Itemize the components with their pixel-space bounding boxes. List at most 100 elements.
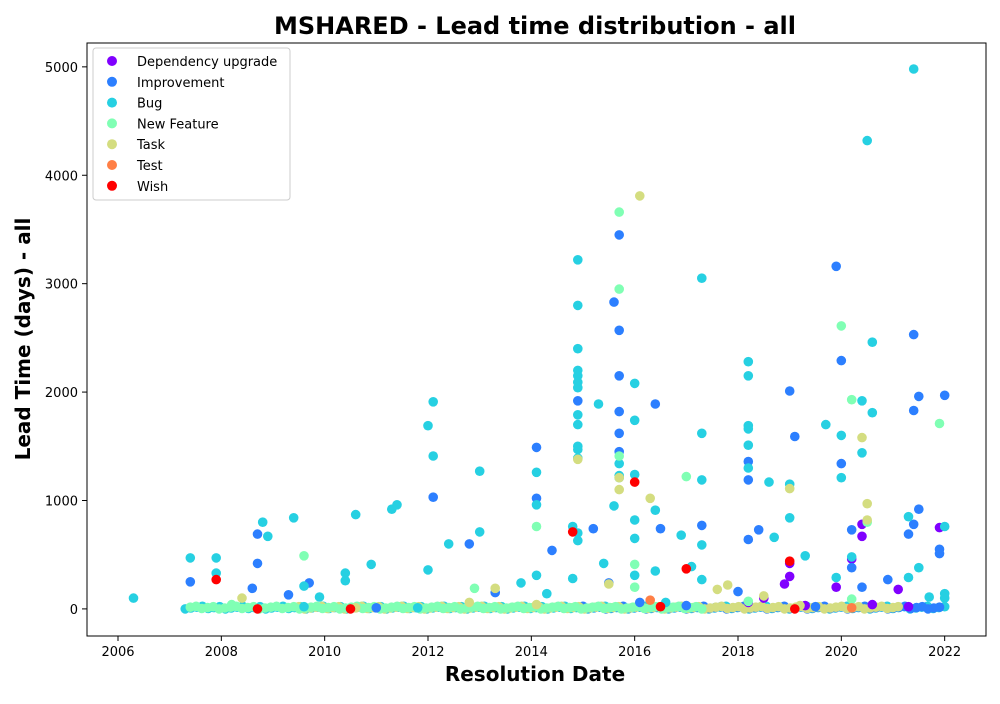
data-point (743, 356, 754, 367)
data-point (598, 558, 609, 569)
legend-marker (107, 139, 117, 150)
data-point (573, 454, 583, 465)
y-tick-label: 2000 (45, 386, 78, 401)
data-point (893, 584, 903, 595)
data-point (490, 583, 501, 594)
data-point (867, 407, 878, 418)
data-point (573, 396, 583, 406)
data-point (340, 568, 351, 578)
data-point (722, 580, 733, 590)
data-point (299, 601, 309, 612)
data-point (908, 519, 919, 530)
cluster-point (697, 604, 707, 614)
data-point (128, 593, 139, 603)
data-point (862, 498, 872, 509)
data-point (743, 463, 754, 473)
data-point (423, 420, 433, 431)
data-point (614, 484, 624, 495)
data-point (681, 600, 692, 611)
data-point (846, 594, 857, 604)
data-point (733, 586, 743, 597)
data-point (743, 371, 754, 381)
data-point (650, 566, 661, 576)
data-point (629, 477, 640, 487)
legend-label: New Feature (137, 117, 219, 132)
data-point (464, 597, 475, 608)
data-point (784, 571, 795, 582)
data-point (753, 525, 764, 535)
y-tick-label: 5000 (45, 61, 78, 76)
data-point (862, 515, 872, 525)
data-point (836, 472, 847, 483)
data-point (681, 564, 692, 574)
data-point (252, 558, 263, 569)
data-point (573, 254, 583, 265)
data-point (345, 604, 356, 614)
data-point (474, 527, 485, 537)
data-point (743, 440, 754, 451)
data-point (531, 500, 542, 510)
data-point (712, 584, 723, 595)
data-point (836, 321, 847, 331)
data-point (614, 428, 624, 439)
data-point (697, 475, 707, 485)
data-point (629, 533, 640, 544)
data-point (655, 601, 666, 612)
data-point (790, 604, 800, 614)
data-point (784, 386, 795, 396)
data-point (629, 515, 640, 525)
data-point (629, 582, 640, 592)
data-point (609, 501, 619, 511)
data-point (288, 513, 299, 523)
data-point (614, 325, 624, 336)
data-point (283, 590, 294, 600)
data-point (883, 574, 893, 585)
data-point (299, 581, 309, 591)
data-point (743, 424, 754, 434)
data-point (939, 593, 950, 603)
x-tick-label: 2008 (205, 645, 238, 660)
data-point (846, 562, 857, 573)
data-point (697, 574, 707, 585)
data-point (573, 535, 583, 546)
data-point (237, 593, 247, 603)
data-point (903, 601, 914, 612)
x-axis-label: Resolution Date (445, 662, 625, 686)
y-axis: 0 1000 2000 3000 4000 5000 (45, 61, 87, 618)
data-point (846, 603, 857, 613)
data-point (893, 601, 903, 612)
data-point (567, 527, 578, 537)
legend-label: Test (136, 159, 163, 174)
data-point (464, 539, 475, 549)
data-point (516, 578, 526, 588)
data-point (629, 559, 640, 570)
data-point (645, 493, 655, 504)
data-point (857, 582, 867, 592)
data-point (846, 525, 857, 535)
data-point (743, 596, 754, 607)
data-point (573, 382, 583, 393)
plot-frame (86, 42, 987, 637)
data-point (857, 448, 867, 458)
data-point (764, 477, 774, 487)
data-point (474, 466, 485, 477)
plot-points (128, 64, 950, 614)
data-point (914, 504, 924, 514)
data-point (211, 574, 221, 585)
data-point (743, 534, 754, 545)
x-tick-label: 2018 (721, 645, 754, 660)
data-point (614, 371, 624, 381)
data-point (934, 548, 945, 559)
legend-label: Task (136, 138, 166, 153)
data-point (185, 553, 196, 563)
data-point (821, 419, 831, 430)
data-point (769, 532, 779, 543)
x-tick-label: 2012 (411, 645, 444, 660)
data-point (469, 583, 480, 594)
data-point (614, 451, 624, 461)
data-point (697, 273, 707, 284)
data-point (867, 599, 878, 610)
data-point (939, 521, 950, 532)
